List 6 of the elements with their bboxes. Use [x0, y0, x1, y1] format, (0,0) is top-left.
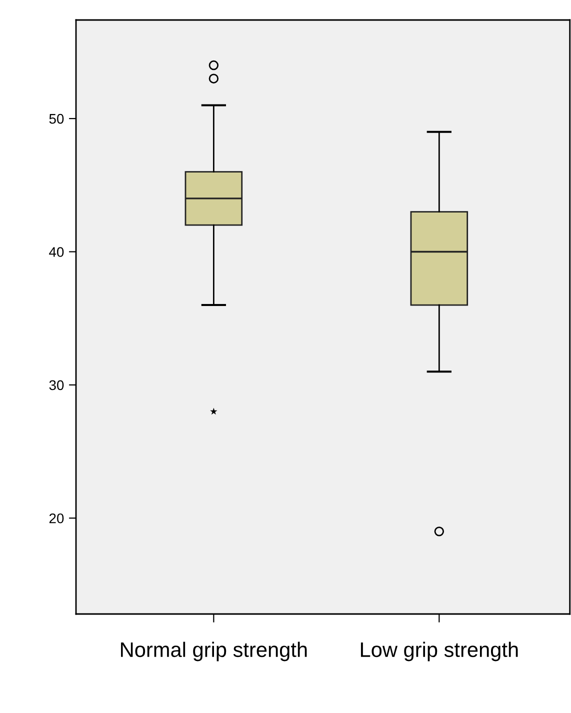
y-tick-label: 50: [49, 114, 64, 124]
y-tick-label: 40: [49, 247, 64, 257]
y-tick-label: 30: [49, 380, 64, 390]
y-tick-label: 20: [49, 513, 64, 524]
x-tick-label: Normal grip strength: [121, 642, 307, 662]
x-tick-label: Low grip strength: [360, 642, 518, 662]
